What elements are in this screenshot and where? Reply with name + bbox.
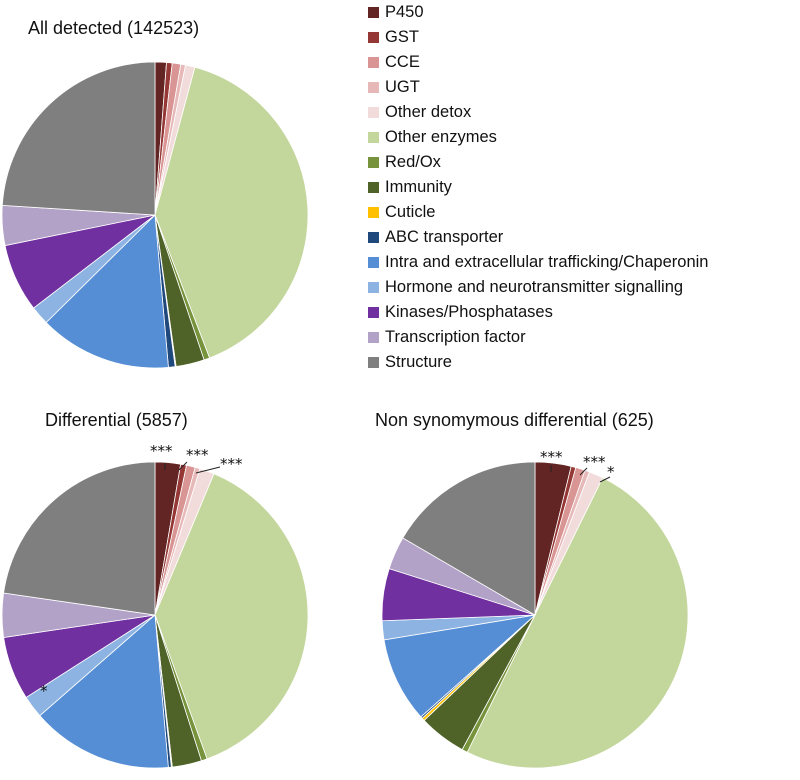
legend-item-ugt: UGT <box>368 75 708 100</box>
legend-label: Structure <box>385 353 452 371</box>
legend-label: ABC transporter <box>385 228 504 246</box>
legend-label: Cuticle <box>385 203 436 221</box>
legend-swatch <box>368 132 379 143</box>
pie-chart-differential <box>1 461 309 769</box>
legend-swatch <box>368 232 379 243</box>
legend-swatch <box>368 307 379 318</box>
legend-label: Red/Ox <box>385 153 441 171</box>
pie-slice-other-enzymes <box>154 66 309 359</box>
significance-label: *** <box>583 453 606 471</box>
legend-item-other-enzymes: Other enzymes <box>368 125 708 150</box>
legend-label: Transcription factor <box>385 328 526 346</box>
legend-item-cuticle: Cuticle <box>368 200 708 225</box>
legend-item-abc-transporter: ABC transporter <box>368 225 708 250</box>
legend-item-other-detox: Other detox <box>368 100 708 125</box>
legend-label: UGT <box>385 78 420 96</box>
chart-title-all-detected: All detected (142523) <box>28 18 200 38</box>
legend-item-red-ox: Red/Ox <box>368 150 708 175</box>
pie-slice-other-enzymes <box>154 473 309 760</box>
legend-item-hormone-and-neurotransmitter-signalling: Hormone and neurotransmitter signalling <box>368 275 708 300</box>
pie-slice-structure <box>402 461 536 616</box>
significance-label: * <box>40 682 48 700</box>
significance-label: * <box>607 463 615 481</box>
legend-swatch <box>368 257 379 268</box>
legend-swatch <box>368 357 379 368</box>
legend-item-structure: Structure <box>368 350 708 375</box>
legend-item-transcription-factor: Transcription factor <box>368 325 708 350</box>
legend-swatch <box>368 207 379 218</box>
chart-title-differential: Differential (5857) <box>45 410 188 430</box>
significance-label: *** <box>540 448 563 466</box>
legend-item-gst: GST <box>368 25 708 50</box>
pie-slice-intra-and-extracellular-trafficking-chaperonin <box>383 614 537 718</box>
legend-label: Other detox <box>385 103 472 121</box>
legend-item-p450: P450 <box>368 0 708 25</box>
legend-label: Other enzymes <box>385 128 497 146</box>
legend-swatch <box>368 107 379 118</box>
legend-label: Kinases/Phosphatases <box>385 303 553 321</box>
significance-label: *** <box>150 442 173 460</box>
significance-label: *** <box>220 455 243 473</box>
legend-swatch <box>368 332 379 343</box>
pie-slice-intra-and-extracellular-trafficking-chaperonin <box>45 214 169 369</box>
legend-swatch <box>368 282 379 293</box>
chart-title-non-synonymous: Non synomymous differential (625) <box>375 410 654 430</box>
legend-label: CCE <box>385 53 420 71</box>
legend-label: Hormone and neurotransmitter signalling <box>385 278 684 296</box>
legend-swatch <box>368 82 379 93</box>
pie-slice-structure <box>3 461 156 616</box>
legend-item-cce: CCE <box>368 50 708 75</box>
legend-swatch <box>368 182 379 193</box>
chart-legend: P450 GST CCE UGT Other detox Other enzymes Red… <box>368 0 708 375</box>
legend-label: GST <box>385 28 419 46</box>
pie-chart-all-detected <box>1 61 309 369</box>
legend-label: P450 <box>385 3 424 21</box>
legend-label: Immunity <box>385 178 452 196</box>
significance-label: *** <box>186 446 209 464</box>
pie-slice-other-enzymes <box>466 477 689 769</box>
legend-swatch <box>368 57 379 68</box>
legend-swatch <box>368 157 379 168</box>
legend-swatch <box>368 32 379 43</box>
pie-slice-structure <box>1 61 156 216</box>
legend-label: Intra and extracellular trafficking/Chap… <box>385 253 709 271</box>
legend-swatch <box>368 7 379 18</box>
legend-item-intra-and-extracellular-trafficking-chaperonin: Intra and extracellular trafficking/Chap… <box>368 250 708 275</box>
pie-slice-intra-and-extracellular-trafficking-chaperonin <box>39 614 169 769</box>
pie-chart-non-synonymous <box>381 461 689 769</box>
legend-item-immunity: Immunity <box>368 175 708 200</box>
legend-item-kinases-phosphatases: Kinases/Phosphatases <box>368 300 708 325</box>
